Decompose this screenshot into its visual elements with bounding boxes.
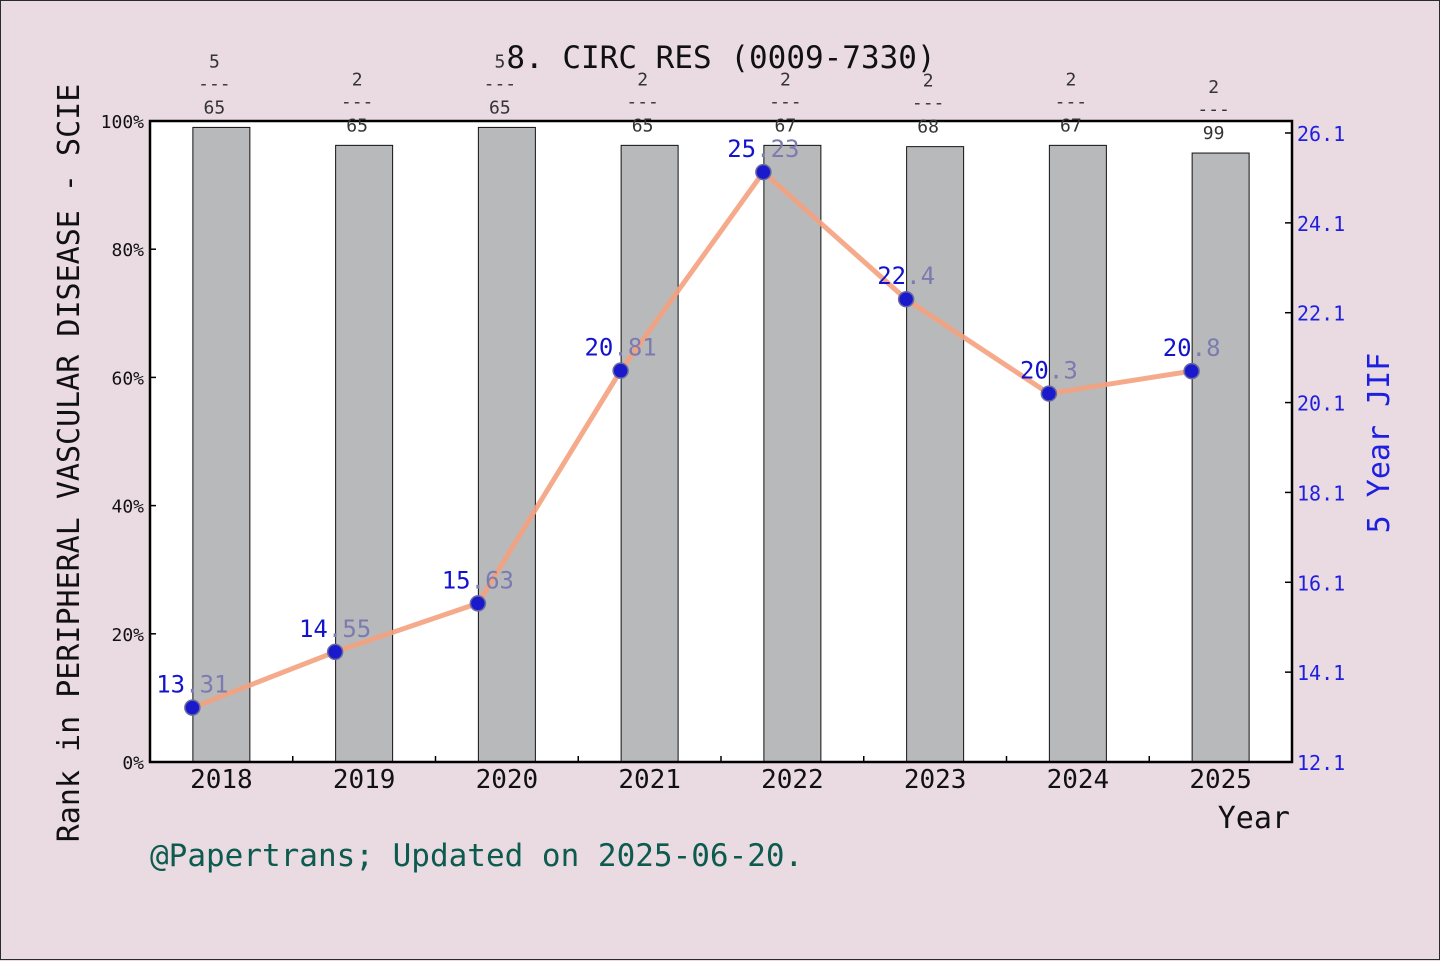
x-tick-label: 2021 [618, 765, 681, 795]
jif-value-label: 14.55 [299, 615, 371, 643]
rank-numerator: 5 [209, 51, 220, 72]
bar [763, 144, 822, 763]
y2-tick-label: 12.1 [1297, 751, 1345, 775]
jif-value-label: 22.4 [877, 262, 935, 290]
y2-tick-label: 20.1 [1297, 392, 1345, 416]
rank-denominator: 67 [775, 115, 797, 136]
right-axis: 12.1 14.1 16.1 18.1 20.1 22.1 24.1 26.1 [1285, 122, 1345, 775]
bar [906, 146, 965, 763]
rank-numerator: 2 [923, 71, 934, 92]
rank-denominator: 67 [1060, 115, 1082, 136]
jif-point [469, 595, 487, 612]
x-tick-label: 2020 [476, 765, 539, 795]
y-tick-label: 40% [111, 497, 144, 518]
y-tick-label: 20% [111, 625, 144, 646]
rank-denominator: 65 [632, 115, 654, 136]
jif-value-label: 25.23 [727, 135, 799, 163]
rank-divider: --- [626, 91, 659, 112]
jif-value-label: 20.81 [584, 334, 656, 362]
rank-divider: --- [484, 73, 517, 94]
jif-point [184, 699, 201, 716]
x-axis-label: Year [1218, 801, 1290, 836]
bar [1191, 152, 1250, 763]
x-tick-label: 2019 [333, 765, 396, 795]
jif-value-label: 15.63 [442, 566, 514, 594]
bars-layer [192, 126, 1250, 763]
rank-denominator: 68 [917, 117, 939, 138]
rank-denominator: 65 [346, 115, 368, 136]
x-tick-label: 2023 [904, 765, 967, 795]
rank-numerator: 2 [780, 69, 791, 90]
bar [335, 144, 394, 763]
rank-labels: 5---652---655---652---652---672---682---… [198, 51, 1230, 144]
rank-divider: --- [912, 93, 945, 114]
rank-numerator: 2 [1065, 69, 1076, 90]
value-labels: 13.31 14.55 15.63 20.81 25.23 22.4 20.3 20.8 [156, 135, 1220, 699]
rank-denominator: 65 [489, 97, 511, 118]
x-axis: 2018 2019 2020 2021 2022 2023 2024 2025 [190, 756, 1252, 795]
jif-value-label: 13.31 [156, 671, 228, 699]
bar [1048, 144, 1107, 763]
x-tick-label: 2025 [1189, 765, 1252, 795]
jif-value-label: 20.3 [1020, 357, 1078, 385]
jif-point [326, 643, 344, 661]
y-tick-label: 80% [111, 240, 144, 261]
y-tick-label: 60% [111, 368, 144, 389]
footer-note: @Papertrans; Updated on 2025-06-20. [150, 838, 803, 874]
bar [620, 144, 679, 763]
rank-divider: --- [769, 91, 802, 112]
x-tick-label: 2018 [190, 765, 253, 795]
y-tick-label: 0% [122, 753, 144, 774]
jif-point [897, 290, 915, 308]
rank-numerator: 2 [637, 69, 648, 90]
plot-area [150, 121, 1292, 762]
jif-value-label: 20.8 [1163, 334, 1221, 362]
rank-divider: --- [1055, 91, 1088, 112]
rank-numerator: 2 [352, 69, 363, 90]
jif-line [191, 169, 1193, 710]
rank-divider: --- [198, 73, 231, 94]
y-axis-label: Rank in PERIPHERAL VASCULAR DISEASE - SC… [52, 84, 87, 843]
line-layer [184, 163, 1200, 716]
rank-numerator: 2 [1208, 77, 1219, 98]
jif-point [612, 362, 629, 379]
rank-divider: --- [341, 91, 374, 112]
jif-point [1183, 362, 1200, 380]
rank-numerator: 5 [494, 51, 505, 72]
bar [192, 126, 251, 763]
jif-point [755, 163, 772, 181]
x-tick-label: 2022 [761, 765, 824, 795]
y2-axis-label: 5 Year JIF [1362, 353, 1397, 534]
rank-denominator: 65 [204, 97, 226, 118]
x-tick-label: 2024 [1047, 765, 1110, 795]
y2-tick-label: 24.1 [1297, 212, 1345, 236]
y2-tick-label: 22.1 [1297, 302, 1345, 326]
bar [477, 126, 536, 763]
y2-tick-label: 16.1 [1297, 571, 1345, 595]
chart-title: 8. CIRC RES (0009-7330) [506, 40, 935, 76]
y2-tick-label: 18.1 [1297, 481, 1345, 505]
rank-denominator: 99 [1203, 123, 1225, 144]
y2-tick-label: 26.1 [1297, 122, 1345, 146]
y-tick-label: 100% [101, 112, 145, 133]
y2-tick-label: 14.1 [1297, 661, 1345, 685]
jif-point [1040, 385, 1058, 402]
rank-divider: --- [1197, 99, 1230, 120]
left-axis: 0% 20% 40% 60% 80% 100% [101, 112, 156, 774]
